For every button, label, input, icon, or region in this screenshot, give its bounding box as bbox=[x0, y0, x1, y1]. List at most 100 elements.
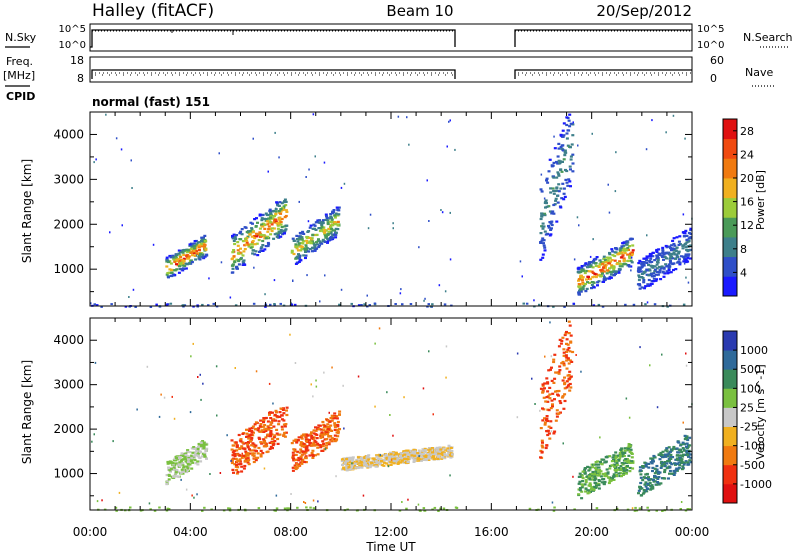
echo-cell bbox=[325, 215, 328, 218]
echo-cell bbox=[591, 261, 595, 264]
echo-cell bbox=[649, 364, 651, 367]
echo-cell bbox=[596, 281, 600, 284]
echo-cell bbox=[622, 469, 626, 472]
echo-cell bbox=[662, 477, 666, 480]
echo-cell bbox=[168, 268, 172, 271]
echo-cell bbox=[441, 211, 444, 214]
echo-cell bbox=[387, 458, 391, 462]
nsky-label: N.Sky bbox=[5, 31, 37, 44]
echo-cell bbox=[260, 442, 264, 445]
echo-cell bbox=[338, 303, 341, 306]
echo-cell bbox=[588, 478, 592, 481]
echo-cell bbox=[269, 213, 273, 216]
echo-cell bbox=[233, 260, 237, 264]
echo-cell bbox=[618, 453, 622, 456]
echo-cell bbox=[623, 447, 627, 450]
echo-cell bbox=[235, 472, 239, 475]
echo-cell bbox=[615, 456, 618, 459]
echo-cell bbox=[182, 262, 186, 265]
echo-cell bbox=[181, 470, 185, 473]
echo-cell bbox=[613, 465, 616, 468]
echo-cell bbox=[184, 267, 188, 270]
echo-cell bbox=[340, 458, 344, 461]
echo-cell bbox=[309, 241, 313, 244]
echo-cell bbox=[293, 458, 297, 462]
echo-cell bbox=[603, 264, 607, 267]
echo-cell bbox=[175, 457, 178, 460]
echo-cell bbox=[555, 390, 559, 393]
echo-cell bbox=[571, 153, 575, 156]
y-tick-label: 4000 bbox=[53, 127, 84, 141]
echo-cell bbox=[163, 396, 166, 399]
echo-cell bbox=[412, 460, 416, 463]
echo-cell bbox=[421, 448, 425, 451]
echo-cell bbox=[559, 168, 563, 171]
echo-cell bbox=[297, 456, 301, 460]
echo-cell bbox=[659, 466, 663, 469]
echo-cell bbox=[682, 255, 686, 258]
echo-cell bbox=[541, 237, 545, 240]
echo-cell bbox=[300, 236, 304, 239]
echo-cell bbox=[171, 274, 175, 277]
echo-cell bbox=[677, 461, 681, 464]
echo-cell bbox=[263, 227, 267, 230]
echo-cell bbox=[662, 462, 666, 466]
echo-cell bbox=[233, 242, 237, 246]
echo-cell bbox=[216, 414, 218, 417]
echo-cell bbox=[557, 190, 561, 193]
echo-cell bbox=[656, 257, 660, 260]
echo-cell bbox=[312, 499, 315, 502]
echo-cell bbox=[556, 201, 560, 204]
echo-cell bbox=[299, 448, 303, 451]
echo-cell bbox=[406, 116, 408, 119]
echo-region bbox=[577, 443, 635, 500]
echo-cell bbox=[638, 276, 641, 279]
echo-cell bbox=[588, 476, 592, 479]
echo-cell bbox=[545, 205, 549, 208]
echo-cell bbox=[589, 488, 593, 491]
echo-cell bbox=[322, 219, 325, 222]
echo-cell bbox=[176, 470, 180, 473]
echo-cell bbox=[655, 464, 659, 468]
echo-cell bbox=[567, 129, 571, 132]
echo-cell bbox=[294, 453, 298, 456]
echo-cell bbox=[105, 113, 107, 116]
echo-cell bbox=[612, 454, 616, 457]
echo-cell bbox=[568, 350, 572, 353]
echo-cell bbox=[134, 306, 137, 308]
echo-cell bbox=[673, 471, 677, 474]
echo-cell bbox=[641, 492, 645, 495]
echo-cell bbox=[670, 472, 674, 475]
echo-cell bbox=[686, 256, 690, 259]
colorbar-segment bbox=[723, 445, 737, 466]
echo-cell bbox=[365, 462, 369, 465]
echo-cell bbox=[663, 468, 667, 472]
echo-cell bbox=[310, 452, 314, 455]
y-tick-label: 1000 bbox=[53, 262, 84, 276]
echo-cell bbox=[252, 302, 256, 305]
echo-cell bbox=[180, 462, 184, 465]
echo-cell bbox=[290, 493, 292, 495]
echo-cell bbox=[625, 249, 629, 252]
echo-cell bbox=[250, 431, 254, 434]
echo-cell bbox=[337, 206, 341, 209]
echo-cell bbox=[670, 244, 674, 247]
echo-cell bbox=[259, 419, 263, 422]
x-tick-label: 00:00 bbox=[675, 525, 710, 539]
echo-cell bbox=[299, 259, 303, 262]
echo-cell bbox=[294, 438, 298, 441]
echo-cell bbox=[291, 466, 295, 469]
echo-cell bbox=[231, 454, 235, 457]
echo-cell bbox=[649, 257, 653, 260]
echo-cell bbox=[323, 424, 327, 427]
echo-cell bbox=[310, 435, 314, 438]
echo-cell bbox=[640, 262, 644, 265]
echo-cell bbox=[174, 462, 178, 465]
echo-cell bbox=[324, 447, 327, 450]
echo-cell bbox=[251, 425, 255, 428]
echo-cell bbox=[250, 235, 254, 238]
echo-cell bbox=[602, 280, 605, 283]
echo-cell bbox=[601, 262, 605, 265]
echo-cell bbox=[284, 204, 288, 207]
echo-cell bbox=[658, 252, 662, 255]
